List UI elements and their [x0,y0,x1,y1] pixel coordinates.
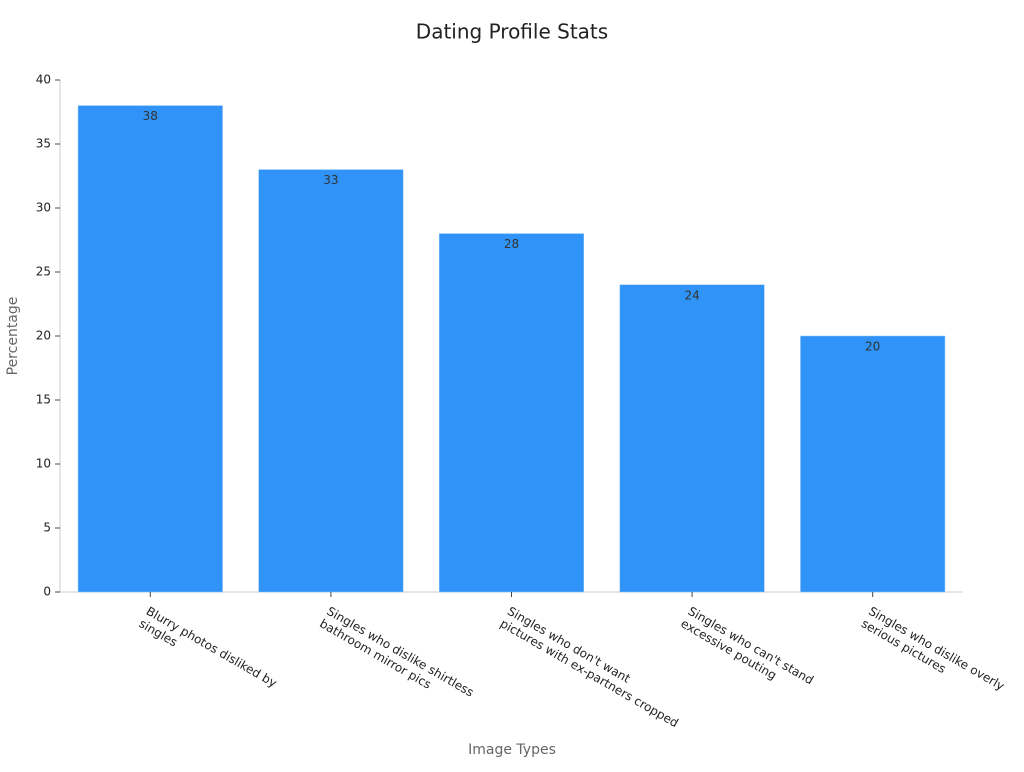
y-tick-label: 15 [36,393,51,407]
value-label: 24 [684,288,699,302]
x-tick-label: Singles who don't wantpictures with ex-p… [498,604,688,730]
y-tick-label: 0 [43,585,51,599]
x-tick-label: Blurry photos disliked bysingles [137,604,280,703]
x-tick-label: Singles who dislike overlyserious pictur… [859,604,1007,706]
y-axis-title: Percentage [5,297,21,376]
y-tick-label: 25 [36,265,51,279]
value-label: 38 [143,109,158,123]
chart-title: Dating Profile Stats [416,20,608,44]
y-tick-label: 30 [36,201,51,215]
bar [619,284,765,593]
bar [258,169,404,593]
bar [800,335,946,593]
y-tick-label: 40 [36,73,51,87]
x-tick-label: Singles who dislike shirtlessbathroom mi… [317,604,476,712]
y-tick-label: 35 [36,137,51,151]
value-label: 33 [323,173,338,187]
x-tick-label: Singles who can't standexcessive pouting [679,604,817,700]
y-tick-label: 10 [36,457,51,471]
y-tick-label: 5 [43,521,51,535]
value-label: 20 [865,340,880,354]
bar [77,105,223,593]
value-label: 28 [504,237,519,251]
y-tick-label: 20 [36,329,51,343]
bar [439,233,584,593]
x-axis-title: Image Types [468,742,556,758]
